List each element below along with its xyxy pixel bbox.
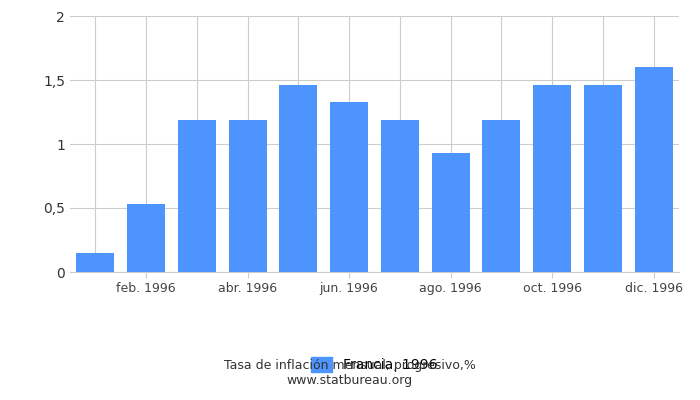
Text: Tasa de inflación mensual, progresivo,%: Tasa de inflación mensual, progresivo,% — [224, 360, 476, 372]
Bar — [584, 85, 622, 272]
Bar — [330, 102, 368, 272]
Bar — [482, 120, 520, 272]
Legend: Francia, 1996: Francia, 1996 — [306, 352, 443, 378]
Bar — [178, 120, 216, 272]
Bar — [432, 153, 470, 272]
Bar — [533, 85, 571, 272]
Bar — [279, 85, 317, 272]
Text: www.statbureau.org: www.statbureau.org — [287, 374, 413, 387]
Bar — [381, 120, 419, 272]
Bar — [635, 67, 673, 272]
Bar — [127, 204, 165, 272]
Bar — [229, 120, 267, 272]
Bar — [76, 253, 114, 272]
